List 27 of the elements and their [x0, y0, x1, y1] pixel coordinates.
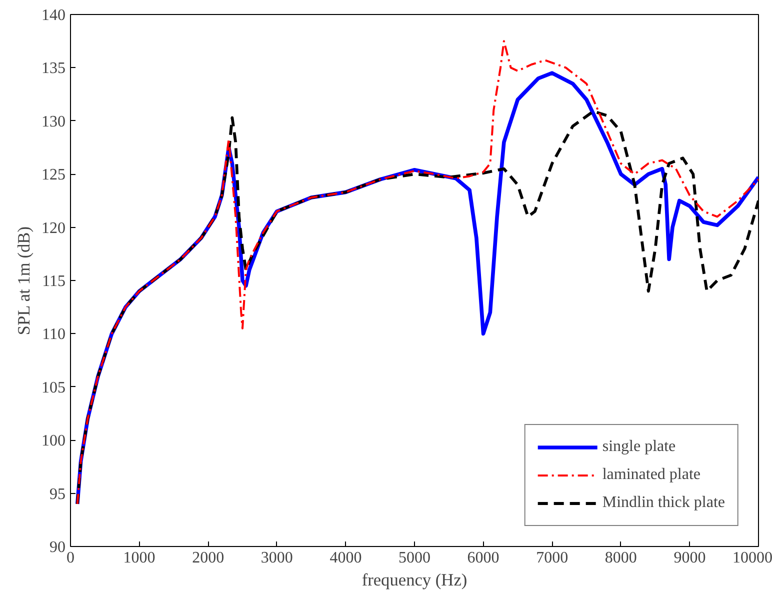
y-tick-label: 95	[50, 486, 66, 503]
x-tick-label: 9000	[674, 550, 706, 566]
y-tick-label: 130	[42, 113, 66, 130]
x-tick-label: 4000	[330, 550, 362, 566]
y-axis-title: SPL at 1m (dB)	[14, 226, 34, 336]
x-axis-title: frequency (Hz)	[362, 570, 468, 590]
y-tick-label: 90	[50, 539, 66, 556]
y-tick-label: 100	[42, 432, 66, 450]
legend-label: laminated plate	[602, 466, 701, 484]
y-tick-label: 135	[42, 60, 66, 78]
y-tick-label: 115	[42, 273, 66, 290]
legend-label: single plate	[602, 438, 676, 456]
x-tick-label: 3000	[260, 550, 293, 566]
x-tick-label: 0	[66, 550, 74, 566]
y-tick-label: 125	[42, 166, 66, 184]
x-tick-label: 1000	[123, 550, 156, 566]
y-tick-label: 120	[42, 220, 66, 237]
x-tick-label: 6000	[467, 550, 500, 566]
legend-label: Mindlin thick plate	[602, 494, 725, 512]
y-tick-label: 105	[42, 379, 66, 396]
x-tick-label: 2000	[192, 550, 224, 566]
x-tick-label: 7000	[536, 550, 568, 566]
x-tick-label: 8000	[604, 550, 637, 566]
x-tick-label: 5000	[398, 550, 430, 566]
y-tick-label: 110	[42, 326, 66, 344]
x-tick-label: 10000	[732, 550, 772, 566]
y-tick-label: 140	[42, 7, 66, 24]
